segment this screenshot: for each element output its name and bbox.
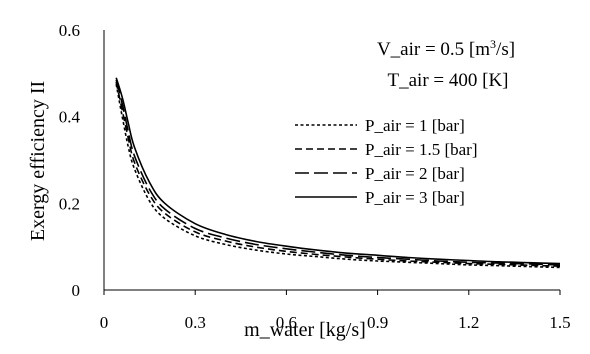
x-tick-label: 0.9 xyxy=(367,313,388,332)
y-axis-label: Exergy efficiency II xyxy=(27,81,49,241)
x-tick-label: 0.3 xyxy=(185,313,206,332)
annotation-air-temperature: T_air = 400 [K] xyxy=(388,70,509,91)
legend-label-2: P_air = 1.5 [bar] xyxy=(365,140,478,159)
annotation-air-flow-suffix: /s] xyxy=(496,39,515,60)
x-axis-label: m_water [kg/s] xyxy=(244,319,366,341)
y-tick-label: 0 xyxy=(72,281,81,300)
x-tick-label: 0.6 xyxy=(276,313,297,332)
y-tick-label: 0.4 xyxy=(59,108,81,127)
x-tick-label: 1.2 xyxy=(458,313,479,332)
axes xyxy=(103,30,561,295)
y-tick-label: 0.6 xyxy=(59,21,80,40)
annotation-air-flow-prefix: V_air = 0.5 [m xyxy=(377,39,490,60)
legend-label-3: P_air = 2 [bar] xyxy=(365,164,465,183)
series-line-4 xyxy=(115,77,561,265)
legend: P_air = 1 [bar] P_air = 1.5 [bar] P_air = … xyxy=(295,116,478,207)
annotation-air-flow-superscript: 3 xyxy=(490,37,496,51)
annotation-air-flow: V_air = 0.5 [m3/s] xyxy=(377,37,515,60)
series-lines xyxy=(115,77,561,269)
y-tick-label: 0.2 xyxy=(59,194,80,213)
x-tick-label: 0 xyxy=(100,313,109,332)
series-line-3 xyxy=(115,79,561,266)
series-line-1 xyxy=(115,84,561,269)
legend-label-1: P_air = 1 [bar] xyxy=(365,116,465,135)
tick-labels: 0 0.3 0.6 0.9 1.2 1.5 0 0.2 0.4 0.6 xyxy=(59,21,571,332)
series-line-2 xyxy=(115,81,561,267)
x-tick-label: 1.5 xyxy=(549,313,570,332)
legend-label-4: P_air = 3 [bar] xyxy=(365,188,465,207)
